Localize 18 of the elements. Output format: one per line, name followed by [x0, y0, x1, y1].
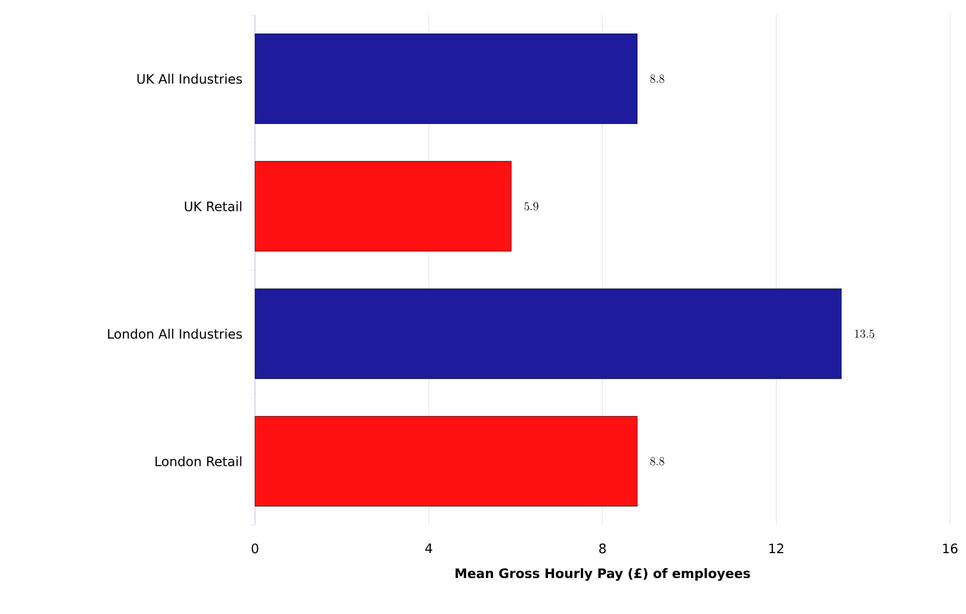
- data-label: 8.8: [650, 457, 664, 466]
- bar: [254, 288, 842, 379]
- bar: [254, 161, 512, 252]
- data-label: 13.5: [855, 330, 874, 338]
- y-tick-label: London All Industries: [108, 328, 242, 339]
- data-label: 5.9: [524, 202, 538, 210]
- x-axis-title: Mean Gross Hourly Pay (£) of employees: [456, 568, 750, 581]
- y-tick-label: UK All Industries: [137, 74, 242, 84]
- data-label: 8.8: [650, 74, 664, 83]
- bar: [254, 34, 638, 124]
- bar: [254, 416, 638, 506]
- x-tick-label: 4: [425, 544, 432, 553]
- x-tick-label: 16: [943, 544, 958, 554]
- y-tick-label: London Retail: [156, 456, 242, 466]
- x-tick-label: 12: [769, 544, 784, 554]
- x-tick-label: 0: [252, 544, 258, 554]
- x-tick-label: 8: [599, 544, 606, 554]
- y-tick-label: UK Retail: [184, 201, 242, 212]
